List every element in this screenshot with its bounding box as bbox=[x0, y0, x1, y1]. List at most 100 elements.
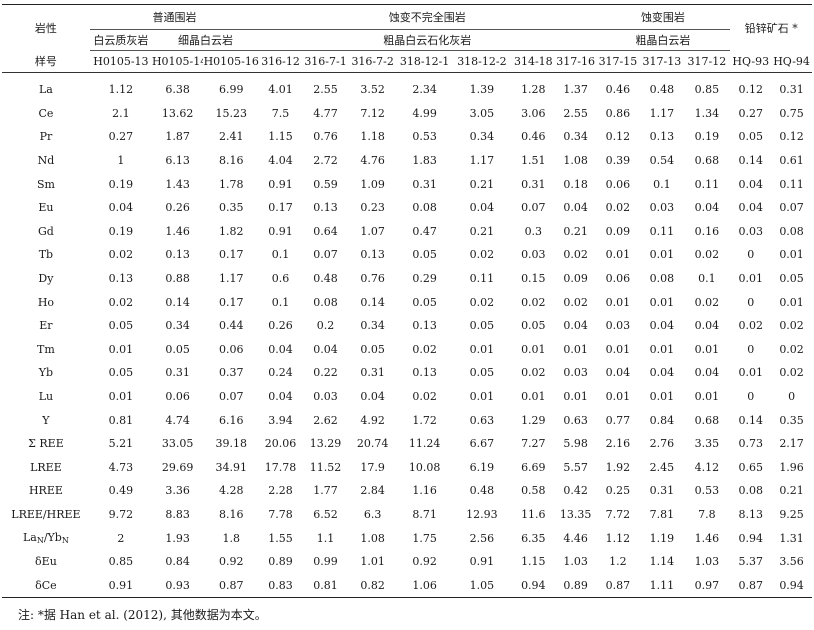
table-cell: 0.31 bbox=[521, 177, 546, 191]
table-cell: 0.02 bbox=[563, 248, 588, 262]
table-cell: 0.12 bbox=[738, 83, 764, 97]
table-cell: 0.04 bbox=[738, 177, 764, 191]
table-cell: 0.89 bbox=[268, 555, 293, 569]
table-cell: 0.01 bbox=[108, 390, 134, 404]
table-cell: 5.21 bbox=[108, 437, 134, 451]
ree-data-table: 岩性 普通围岩 蚀变不完全围岩 蚀变围岩 铅锌矿石 * 白云质灰岩 细晶白云岩 … bbox=[2, 4, 812, 599]
table-cell: 1.05 bbox=[452, 573, 511, 599]
group-header-altered: 蚀变围岩 bbox=[595, 4, 731, 30]
table-cell: 0.04 bbox=[563, 319, 588, 333]
table-cell: 0.3 bbox=[524, 224, 543, 238]
table-cell: 2.34 bbox=[412, 83, 437, 97]
table-cell: 0.21 bbox=[469, 177, 495, 191]
table-cell: 0.02 bbox=[779, 319, 804, 333]
table-cell: 0.05 bbox=[108, 366, 134, 380]
table-cell: 0.64 bbox=[313, 224, 338, 238]
table-cell: 1.15 bbox=[268, 130, 293, 144]
row-label: Yb bbox=[38, 366, 54, 380]
table-cell: 10.08 bbox=[408, 460, 441, 474]
table-cell: 0.21 bbox=[563, 224, 588, 238]
table-cell: 6.35 bbox=[521, 531, 546, 545]
table-cell: 1.28 bbox=[521, 83, 546, 97]
table-cell: 0.37 bbox=[219, 366, 244, 380]
table-cell: 0.01 bbox=[649, 342, 675, 356]
table-cell: 9.72 bbox=[108, 507, 134, 521]
table-cell: 1.2 bbox=[609, 555, 627, 569]
sample-header-row: 样号 H0105-13 H0105-14 H0105-16 316-12 316-7-1… bbox=[2, 50, 812, 73]
table-row: LaN/YbN 2 1.93 1.8 1.55 1.1 1.08 1.75 2.56 6.35 4.… bbox=[2, 526, 812, 550]
row-label: Lu bbox=[38, 390, 54, 404]
table-cell: 1.03 bbox=[694, 555, 720, 569]
row-label: HREE bbox=[28, 484, 63, 498]
table-row: Yb 0.05 0.31 0.37 0.24 0.22 0.31 0.13 0.05 0.02 0.… bbox=[2, 361, 812, 385]
table-cell: 2.84 bbox=[360, 484, 385, 498]
table-cell: 1.15 bbox=[521, 555, 546, 569]
table-cell: 0.17 bbox=[268, 201, 293, 215]
table-cell: 1.39 bbox=[469, 83, 495, 97]
table-cell: 0.34 bbox=[469, 130, 495, 144]
table-cell: 0.88 bbox=[165, 272, 190, 286]
table-cell: 0.65 bbox=[738, 460, 764, 474]
sample-id-header: 318-12-2 bbox=[452, 50, 511, 73]
table-cell: 1.29 bbox=[521, 413, 546, 427]
table-cell: 3.52 bbox=[360, 83, 385, 97]
table-cell: 1.08 bbox=[563, 154, 588, 168]
row-label: LREE/HREE bbox=[11, 507, 81, 521]
table-cell: 0.07 bbox=[521, 201, 546, 215]
row-label: Ce bbox=[38, 106, 54, 120]
table-cell: 0.13 bbox=[412, 319, 437, 333]
group-header-ore: 铅锌矿石 * bbox=[730, 4, 812, 51]
table-cell: 0.01 bbox=[779, 248, 804, 262]
table-cell: 4.74 bbox=[165, 413, 190, 427]
sample-id-header: HQ-94 bbox=[771, 50, 812, 73]
table-cell: 0.26 bbox=[165, 201, 190, 215]
row-label: Y bbox=[42, 413, 50, 427]
table-cell: 1.96 bbox=[779, 460, 804, 474]
table-cell: 8.16 bbox=[219, 507, 244, 521]
ratio-yb: /Yb bbox=[43, 531, 62, 545]
table-cell: 0.44 bbox=[219, 319, 244, 333]
table-cell: 1.19 bbox=[649, 531, 675, 545]
table-cell: 0.04 bbox=[649, 366, 675, 380]
table-cell: 0.11 bbox=[694, 177, 720, 191]
table-cell: 11.6 bbox=[521, 507, 546, 521]
row-label: Nd bbox=[37, 154, 55, 168]
table-cell: 13.29 bbox=[309, 437, 342, 451]
table-cell: 9.25 bbox=[779, 507, 804, 521]
table-cell: 0.1 bbox=[653, 177, 671, 191]
table-cell: 2.45 bbox=[649, 460, 675, 474]
table-cell: 1.93 bbox=[165, 531, 190, 545]
table-cell: 0.04 bbox=[268, 342, 293, 356]
sample-id-header: 317-12 bbox=[683, 50, 731, 73]
table-cell: 0.35 bbox=[779, 413, 804, 427]
table-cell: 2.56 bbox=[469, 531, 495, 545]
table-cell: 0.14 bbox=[165, 295, 190, 309]
table-cell: 0.01 bbox=[469, 390, 495, 404]
row-label: Ho bbox=[37, 295, 55, 309]
table-cell: 3.94 bbox=[268, 413, 293, 427]
table-cell: 0 bbox=[747, 295, 755, 309]
table-cell: 0.23 bbox=[360, 201, 385, 215]
table-cell: 0.2 bbox=[316, 319, 335, 333]
table-cell: 0.04 bbox=[694, 319, 720, 333]
sub-header-fine-dolomite: 细晶白云岩 bbox=[151, 29, 260, 51]
table-cell: 0.03 bbox=[313, 390, 338, 404]
table-cell: 0.01 bbox=[738, 272, 764, 286]
table-cell: 6.99 bbox=[219, 83, 244, 97]
table-row: Lu 0.01 0.06 0.07 0.04 0.03 0.04 0.02 0.01 0.01 0.… bbox=[2, 385, 812, 409]
table-cell: 3.06 bbox=[521, 106, 546, 120]
table-cell: 7.5 bbox=[271, 106, 290, 120]
table-cell: 0.05 bbox=[165, 342, 190, 356]
table-cell: 0.08 bbox=[649, 272, 675, 286]
rock-type-header: 岩性 bbox=[2, 4, 90, 51]
table-cell: 0.05 bbox=[738, 130, 764, 144]
table-cell: 0.05 bbox=[412, 248, 437, 262]
sample-id-header: 318-12-1 bbox=[396, 50, 453, 73]
table-cell: 2.16 bbox=[605, 437, 631, 451]
table-cell: 13.35 bbox=[559, 507, 592, 521]
table-cell: 1.34 bbox=[694, 106, 720, 120]
table-cell: 4.99 bbox=[412, 106, 437, 120]
table-cell: 0.13 bbox=[165, 248, 190, 262]
sample-id-header: 317-15 bbox=[595, 50, 641, 73]
table-cell: 0.76 bbox=[313, 130, 338, 144]
